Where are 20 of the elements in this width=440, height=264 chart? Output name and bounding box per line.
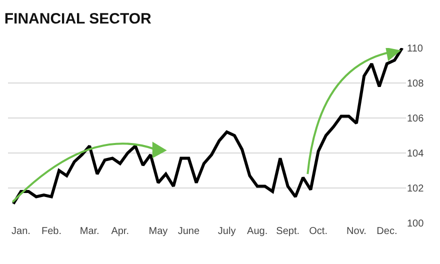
x-tick-label: Nov.: [346, 226, 366, 237]
x-tick-label: May: [148, 226, 168, 237]
chart-title: FINANCIAL SECTOR: [4, 10, 152, 28]
y-tick-label: 108: [407, 78, 424, 90]
x-tick-label: Apr.: [111, 226, 129, 237]
x-tick-label: Aug.: [247, 226, 268, 237]
x-tick-label: Jan.: [12, 226, 30, 237]
line-series: [12, 48, 404, 206]
x-tick-label: Sept.: [276, 226, 300, 237]
x-tick-label: July: [218, 226, 236, 237]
x-tick-label: Mar.: [80, 226, 100, 237]
x-tick-label: Oct.: [309, 226, 328, 237]
y-tick-label: 100: [407, 218, 424, 230]
y-tick-label: 110: [407, 44, 424, 54]
x-tick-label: Feb.: [41, 226, 62, 237]
x-tick-label: Dec.: [376, 226, 398, 237]
y-tick-label: 102: [407, 184, 424, 194]
y-tick-label: 104: [407, 148, 424, 160]
y-tick-label: 106: [407, 114, 424, 124]
x-tick-label: June: [178, 226, 200, 237]
